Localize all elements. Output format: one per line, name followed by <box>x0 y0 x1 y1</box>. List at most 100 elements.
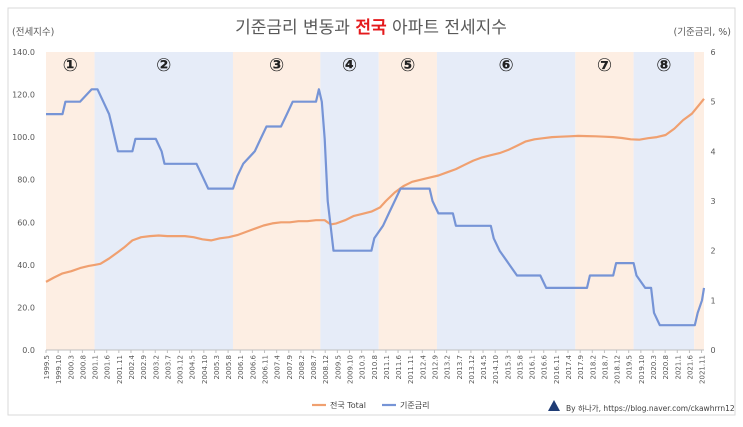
x-tick-label: 2001.6 <box>104 354 112 379</box>
x-tick-label: 2001.1 <box>92 355 100 380</box>
title-part-1: 전국 <box>355 18 387 38</box>
x-tick-label: 1999.10 <box>55 355 63 384</box>
x-tick-label: 2020.3 <box>650 355 658 380</box>
x-tick-label: 2002.4 <box>128 354 136 379</box>
left-tick-label: 120.0 <box>12 91 35 100</box>
x-tick-label: 2019.5 <box>626 355 634 380</box>
credit: By 하나가, https://blog.naver.com/ckawhrrn1… <box>548 400 735 413</box>
title-part-0: 기준금리 변동과 <box>235 18 355 38</box>
axes: 0.0 20.0 40.0 60.0 80.0 100.0 120.0 140.0 0 1 2 3 4 5… <box>12 48 715 384</box>
right-tick-label: 2 <box>710 247 715 256</box>
period-label-5: ⑤ <box>400 55 415 76</box>
x-tick-label: 2021.11 <box>699 355 707 384</box>
period-bands: ① ② ③ ④ ⑤ ⑥ ⑦ ⑧ <box>46 52 704 350</box>
left-tick-label: 40.0 <box>17 261 35 270</box>
x-tick-label: 2016.1 <box>529 355 537 380</box>
series-lines <box>45 88 706 327</box>
x-tick-label: 2003.12 <box>177 355 185 384</box>
x-tick-label: 2010.8 <box>371 355 379 380</box>
x-tick-label: 2006.1 <box>237 355 245 380</box>
right-tick-label: 4 <box>710 147 715 156</box>
x-tick-label: 2016.11 <box>553 355 561 384</box>
x-tick-label: 2000.3 <box>67 355 75 380</box>
x-tick-label: 2013.2 <box>444 355 452 380</box>
x-tick-label: 2009.10 <box>346 355 354 384</box>
credit-text: By 하나가, https://blog.naver.com/ckawhrrn1… <box>566 403 735 413</box>
period-label-1: ① <box>63 55 78 76</box>
x-tick-label: 2020.8 <box>662 355 670 380</box>
series-line-base-rate <box>46 88 706 327</box>
x-tick-label: 2021.1 <box>674 355 682 380</box>
left-tick-label: 140.0 <box>12 48 35 57</box>
x-tick-label: 2013.7 <box>456 355 464 380</box>
x-tick-label: 2014.5 <box>480 355 488 380</box>
left-tick-label: 80.0 <box>17 176 35 185</box>
x-tick-label: 2015.3 <box>504 355 512 380</box>
x-tick-label: 2004.10 <box>201 355 209 384</box>
x-tick-label: 2008.7 <box>310 355 318 380</box>
legend-label: 전국 Total <box>330 400 366 410</box>
x-tick-label: 2018.7 <box>601 355 609 380</box>
x-tick-label: 2011.6 <box>395 354 403 379</box>
period-label-3: ③ <box>269 55 284 76</box>
left-tick-label: 60.0 <box>17 218 35 227</box>
x-tick-label: 2008.12 <box>322 355 330 384</box>
series-line-jeonse-index <box>45 98 705 283</box>
x-tick-label: 2017.9 <box>577 355 585 380</box>
period-band-6 <box>436 52 576 350</box>
right-axis-label: (기준금리, %) <box>674 27 731 38</box>
x-tick-label: 2015.8 <box>516 355 524 380</box>
x-tick-label: 2008.2 <box>298 355 306 380</box>
x-tick-label: 2021.6 <box>686 354 694 379</box>
x-tick-label: 2005.8 <box>225 355 233 380</box>
x-tick-label: 2011.1 <box>383 355 391 380</box>
right-tick-label: 3 <box>710 197 715 206</box>
x-tick-label: 2011.11 <box>407 355 415 384</box>
left-tick-label: 0.0 <box>22 346 35 355</box>
x-tick-label: 2013.12 <box>468 355 476 384</box>
chart-title: 기준금리 변동과 전국 아파트 전세지수 <box>235 18 507 38</box>
period-band-2 <box>94 52 233 350</box>
x-tick-label: 2002.9 <box>140 355 148 380</box>
x-tick-label: 2017.4 <box>565 354 573 379</box>
period-label-8: ⑧ <box>656 55 671 76</box>
x-tick-label: 1999.5 <box>43 355 51 380</box>
legend: 전국 Total 기준금리 <box>312 400 429 410</box>
period-band-3 <box>232 52 321 350</box>
bird-logo-icon <box>548 400 560 411</box>
x-tick-label: 2012.9 <box>431 355 439 380</box>
title-part-2: 아파트 전세지수 <box>387 18 507 38</box>
right-tick-label: 1 <box>710 296 715 305</box>
period-label-6: ⑥ <box>498 55 513 76</box>
right-tick-label: 0 <box>710 346 715 355</box>
period-label-4: ④ <box>342 55 357 76</box>
x-tick-label: 2009.5 <box>334 355 342 380</box>
x-tick-label: 2016.6 <box>541 354 549 379</box>
period-band-5 <box>378 52 437 350</box>
x-tick-label: 2005.3 <box>213 355 221 380</box>
x-tick-label: 2019.10 <box>638 355 646 384</box>
x-tick-label: 2007.4 <box>274 354 282 379</box>
left-tick-label: 20.0 <box>17 303 35 312</box>
period-band-7 <box>575 52 634 350</box>
right-tick-label: 6 <box>710 48 715 57</box>
x-tick-label: 2007.9 <box>286 355 294 380</box>
x-tick-label: 2003.7 <box>164 355 172 380</box>
right-tick-label: 5 <box>710 98 715 107</box>
x-tick-label: 2006.6 <box>249 354 257 379</box>
x-tick-label: 2010.3 <box>359 355 367 380</box>
x-tick-label: 2006.11 <box>262 355 270 384</box>
x-tick-label: 2001.11 <box>116 355 124 384</box>
period-band-1 <box>46 52 95 350</box>
period-label-7: ⑦ <box>597 55 612 76</box>
left-tick-label: 100.0 <box>12 133 35 142</box>
x-tick-label: 2012.4 <box>419 354 427 379</box>
x-tick-label: 2004.5 <box>189 355 197 380</box>
x-tick-label: 2003.2 <box>152 355 160 380</box>
period-label-2: ② <box>156 55 171 76</box>
left-axis-label: (전세지수) <box>12 27 54 38</box>
x-tick-label: 2000.8 <box>79 355 87 380</box>
period-band-9 <box>694 52 704 350</box>
